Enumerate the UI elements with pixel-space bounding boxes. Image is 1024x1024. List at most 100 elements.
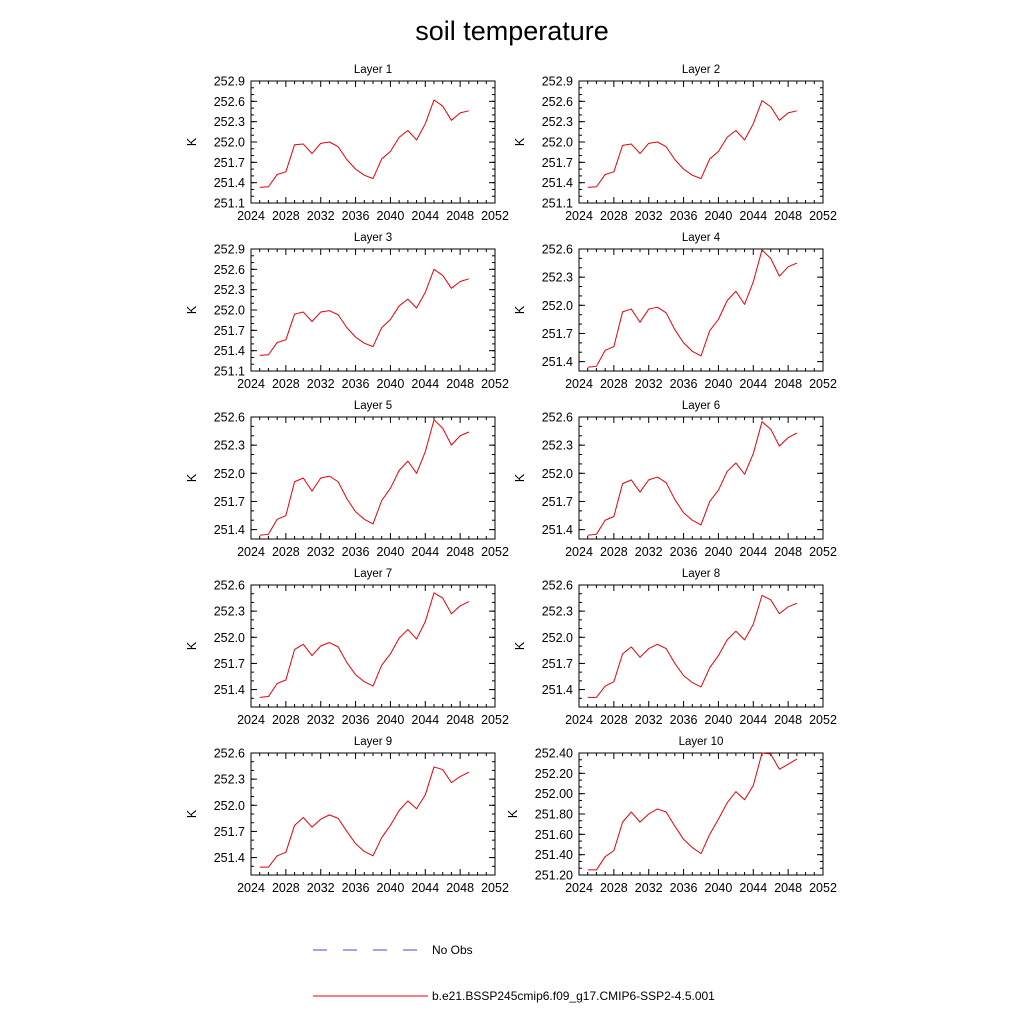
y-tick-label: 251.7 bbox=[542, 657, 573, 671]
plot-frame bbox=[578, 80, 824, 204]
panel-title: Layer 7 bbox=[354, 568, 392, 580]
y-tick-label: 252.0 bbox=[542, 136, 573, 150]
x-tick-label: 2040 bbox=[705, 377, 733, 391]
x-tick-label: 2052 bbox=[481, 377, 509, 391]
y-tick-label: 252.6 bbox=[214, 747, 245, 761]
x-tick-label: 2048 bbox=[774, 377, 802, 391]
x-tick-label: 2036 bbox=[342, 545, 370, 559]
y-tick-label: 251.7 bbox=[214, 324, 245, 338]
plot-frame bbox=[250, 80, 496, 204]
x-tick-label: 2048 bbox=[446, 881, 474, 895]
x-tick-label: 2032 bbox=[307, 209, 335, 223]
y-axis-label: K bbox=[185, 641, 199, 650]
y-axis-label: K bbox=[185, 305, 199, 314]
plot-frame bbox=[578, 416, 824, 540]
y-axis-label: K bbox=[513, 137, 527, 146]
x-tick-label: 2052 bbox=[809, 209, 837, 223]
panel-title: Layer 10 bbox=[679, 736, 724, 748]
x-tick-label: 2044 bbox=[739, 545, 767, 559]
y-axis-label: K bbox=[506, 809, 520, 818]
y-tick-label: 252.6 bbox=[542, 411, 573, 425]
x-tick-label: 2024 bbox=[565, 209, 593, 223]
y-tick-label: 252.0 bbox=[214, 799, 245, 813]
x-tick-label: 2040 bbox=[705, 545, 733, 559]
y-tick-label: 252.9 bbox=[214, 243, 245, 257]
plot-frame bbox=[578, 248, 824, 372]
x-tick-label: 2036 bbox=[342, 377, 370, 391]
panel-layer-4: Layer 4 2024 2028 2032 2036 2040 2044 2048 2052 2… bbox=[513, 232, 837, 391]
y-tick-label: 252.0 bbox=[542, 299, 573, 313]
y-axis-label: K bbox=[185, 809, 199, 818]
y-tick-label: 252.3 bbox=[214, 605, 245, 619]
panel-title: Layer 6 bbox=[682, 400, 720, 412]
plot-frame bbox=[250, 584, 496, 708]
y-tick-label: 252.3 bbox=[542, 605, 573, 619]
x-tick-label: 2040 bbox=[377, 713, 405, 727]
y-tick-label: 251.4 bbox=[542, 683, 573, 697]
y-tick-label: 251.4 bbox=[214, 523, 245, 537]
series-line bbox=[259, 592, 470, 698]
y-tick-label: 252.0 bbox=[214, 467, 245, 481]
x-tick-label: 2040 bbox=[705, 713, 733, 727]
series-line bbox=[259, 766, 470, 868]
x-tick-label: 2036 bbox=[670, 377, 698, 391]
x-tick-label: 2040 bbox=[377, 377, 405, 391]
x-tick-label: 2024 bbox=[237, 209, 265, 223]
y-tick-label: 251.7 bbox=[542, 327, 573, 341]
y-tick-label: 251.4 bbox=[214, 344, 245, 358]
x-tick-label: 2052 bbox=[809, 713, 837, 727]
y-tick-label: 251.60 bbox=[535, 828, 573, 842]
x-tick-label: 2040 bbox=[705, 881, 733, 895]
y-tick-label: 252.6 bbox=[542, 95, 573, 109]
x-tick-label: 2028 bbox=[272, 881, 300, 895]
panel-layer-6: Layer 6 2024 2028 2032 2036 2040 2044 2048 2052 2… bbox=[513, 400, 837, 559]
x-tick-label: 2024 bbox=[237, 881, 265, 895]
x-tick-label: 2048 bbox=[774, 209, 802, 223]
x-tick-label: 2052 bbox=[809, 377, 837, 391]
x-tick-label: 2036 bbox=[342, 881, 370, 895]
y-tick-label: 252.6 bbox=[542, 579, 573, 593]
y-tick-label: 252.6 bbox=[214, 95, 245, 109]
x-tick-label: 2044 bbox=[739, 377, 767, 391]
x-tick-label: 2040 bbox=[377, 209, 405, 223]
y-axis-label: K bbox=[513, 641, 527, 650]
y-axis-label: K bbox=[513, 305, 527, 314]
y-tick-label: 251.4 bbox=[214, 176, 245, 190]
legend-model-label: b.e21.BSSP245cmip6.f09_g17.CMIP6-SSP2-4.… bbox=[432, 989, 715, 1003]
legend-no-obs-label: No Obs bbox=[432, 943, 473, 957]
y-tick-label: 252.00 bbox=[535, 787, 573, 801]
panel-title: Layer 8 bbox=[682, 568, 720, 580]
plot-frame bbox=[250, 416, 496, 540]
x-tick-label: 2036 bbox=[670, 209, 698, 223]
panel-title: Layer 2 bbox=[682, 64, 720, 76]
x-tick-label: 2044 bbox=[411, 377, 439, 391]
x-tick-label: 2044 bbox=[411, 881, 439, 895]
x-tick-label: 2028 bbox=[600, 377, 628, 391]
y-tick-label: 252.6 bbox=[214, 411, 245, 425]
panel-layer-8: Layer 8 2024 2028 2032 2036 2040 2044 2048 2052 2… bbox=[513, 568, 837, 727]
figure-title: soil temperature bbox=[415, 16, 609, 46]
x-tick-label: 2032 bbox=[307, 881, 335, 895]
x-tick-label: 2048 bbox=[446, 713, 474, 727]
x-tick-label: 2048 bbox=[774, 713, 802, 727]
x-tick-label: 2024 bbox=[565, 881, 593, 895]
panel-layer-7: Layer 7 2024 2028 2032 2036 2040 2044 2048 2052 2… bbox=[185, 568, 509, 727]
legend: No Obs b.e21.BSSP245cmip6.f09_g17.CMIP6-… bbox=[313, 943, 715, 1003]
series-line bbox=[259, 99, 469, 188]
y-tick-label: 252.3 bbox=[214, 115, 245, 129]
x-tick-label: 2044 bbox=[411, 209, 439, 223]
x-tick-label: 2032 bbox=[635, 377, 663, 391]
x-tick-label: 2040 bbox=[377, 881, 405, 895]
y-axis-label: K bbox=[513, 473, 527, 482]
y-tick-label: 252.0 bbox=[214, 631, 245, 645]
x-tick-label: 2032 bbox=[635, 881, 663, 895]
y-tick-label: 251.7 bbox=[214, 156, 245, 170]
x-tick-label: 2044 bbox=[739, 881, 767, 895]
series-line bbox=[587, 421, 798, 536]
chart-panels: Layer 1 2024 2028 2032 2036 2040 2044 2048 2052 2… bbox=[185, 64, 837, 895]
y-tick-label: 251.4 bbox=[542, 355, 573, 369]
x-tick-label: 2024 bbox=[565, 377, 593, 391]
plot-frame bbox=[578, 584, 824, 708]
y-tick-label: 251.1 bbox=[214, 197, 245, 211]
